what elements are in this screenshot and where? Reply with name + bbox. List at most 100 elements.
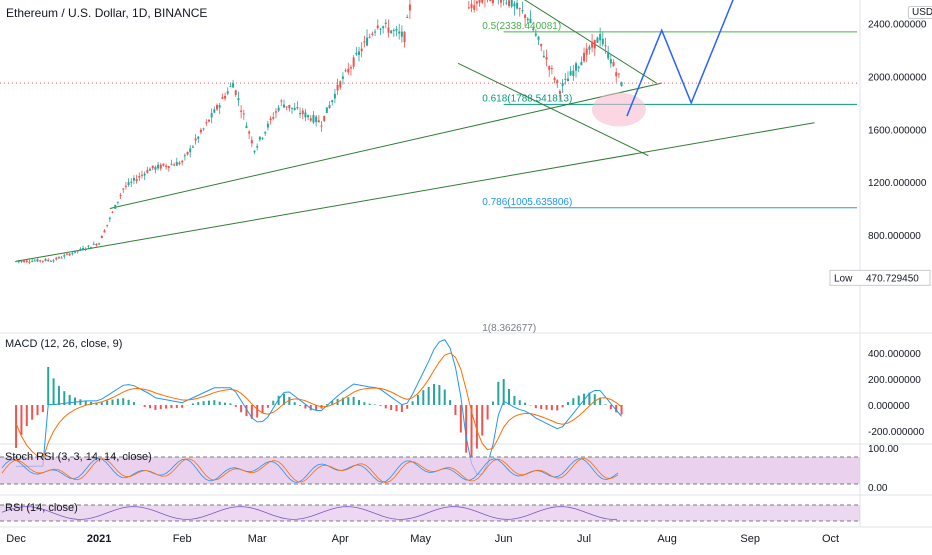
candle-body bbox=[505, 3, 507, 4]
candle-body bbox=[187, 152, 189, 155]
candle-body bbox=[128, 182, 130, 185]
candle-body bbox=[184, 155, 186, 156]
candle-body bbox=[489, 0, 491, 1]
candle-body bbox=[31, 261, 33, 262]
macd-histogram-bar bbox=[240, 405, 242, 412]
x-tick-label: Mar bbox=[248, 533, 267, 545]
macd-histogram-bar bbox=[487, 405, 489, 419]
candle-body bbox=[262, 138, 264, 139]
candle-body bbox=[34, 260, 36, 261]
candle-body bbox=[575, 63, 577, 70]
candle-body bbox=[602, 39, 604, 45]
macd-histogram-bar bbox=[460, 405, 462, 433]
candle-body bbox=[347, 69, 349, 73]
candle-body bbox=[337, 85, 339, 91]
candle-body bbox=[596, 38, 598, 43]
candle-body bbox=[363, 41, 365, 42]
candle-body bbox=[613, 62, 615, 66]
candle-body bbox=[591, 42, 593, 48]
candle-body bbox=[299, 113, 301, 114]
candle-body bbox=[18, 261, 20, 262]
x-tick-label: Aug bbox=[657, 533, 677, 545]
macd-histogram-bar bbox=[133, 402, 135, 405]
candle-body bbox=[318, 120, 320, 122]
macd-histogram-bar bbox=[149, 405, 151, 408]
candle-body bbox=[379, 29, 381, 30]
macd-histogram-bar bbox=[267, 405, 269, 408]
candle-body bbox=[280, 101, 282, 102]
macd-histogram-bar bbox=[256, 405, 258, 418]
candle-body bbox=[556, 80, 558, 82]
candle-body bbox=[374, 32, 376, 33]
macd-histogram-bar bbox=[26, 405, 28, 426]
candle-body bbox=[195, 139, 197, 141]
candle-body bbox=[160, 165, 162, 169]
candle-body bbox=[130, 182, 132, 183]
candle-body bbox=[366, 38, 368, 46]
stoch-tick-label: 100.00 bbox=[868, 444, 899, 455]
macd-histogram-bar bbox=[369, 404, 371, 405]
candle-body bbox=[162, 164, 164, 166]
macd-histogram-bar bbox=[396, 405, 398, 411]
macd-tick-label: -200.000000 bbox=[868, 427, 925, 438]
candle-body bbox=[583, 53, 585, 61]
candle-body bbox=[288, 105, 290, 108]
candle-body bbox=[355, 53, 357, 55]
candle-body bbox=[291, 108, 293, 109]
candle-body bbox=[369, 37, 371, 38]
macd-histogram-bar bbox=[20, 405, 22, 435]
macd-histogram-bar bbox=[540, 405, 542, 409]
candle-body bbox=[315, 117, 317, 122]
candle-body bbox=[492, 0, 494, 3]
candle-body bbox=[154, 167, 156, 170]
candle-body bbox=[358, 51, 360, 55]
macd-histogram-bar bbox=[610, 405, 612, 409]
macd-histogram-bar bbox=[122, 398, 124, 405]
candle-body bbox=[342, 76, 344, 78]
macd-histogram-bar bbox=[224, 403, 226, 405]
fib-level-label: 1(8.362677) bbox=[482, 323, 536, 334]
y-tick-label: 800.000000 bbox=[868, 231, 921, 242]
candle-body bbox=[114, 205, 116, 209]
macd-histogram-bar bbox=[128, 400, 130, 405]
fib-level-label: 0.5(2338.440081) bbox=[482, 21, 561, 32]
y-tick-label: 1600.000000 bbox=[868, 125, 927, 136]
candle-body bbox=[310, 118, 312, 120]
candle-body bbox=[382, 26, 384, 28]
macd-histogram-bar bbox=[42, 405, 44, 412]
candle-body bbox=[621, 82, 623, 86]
rsi-band bbox=[0, 505, 860, 521]
candle-body bbox=[567, 79, 569, 82]
wedge-upper bbox=[458, 0, 656, 83]
candle-body bbox=[610, 59, 612, 63]
forecast-path bbox=[627, 0, 748, 116]
macd-histogram-bar bbox=[219, 402, 221, 405]
macd-histogram-bar bbox=[74, 397, 76, 405]
candle-body bbox=[26, 260, 28, 261]
candle-body bbox=[286, 106, 288, 107]
macd-histogram-bar bbox=[562, 405, 564, 407]
candle-body bbox=[205, 122, 207, 123]
candle-body bbox=[473, 5, 475, 9]
candle-body bbox=[224, 96, 226, 99]
macd-histogram-bar bbox=[444, 390, 446, 405]
candle-body bbox=[548, 66, 550, 69]
candle-body bbox=[323, 116, 325, 121]
y-tick-label: 1200.000000 bbox=[868, 178, 927, 189]
candle-body bbox=[580, 62, 582, 65]
candle-body bbox=[141, 175, 143, 176]
candle-body bbox=[259, 137, 261, 140]
macd-histogram-bar bbox=[551, 405, 553, 410]
candle-body bbox=[28, 262, 30, 263]
low-value: 470.729450 bbox=[866, 273, 919, 284]
macd-histogram-bar bbox=[417, 395, 419, 405]
macd-histogram-bar bbox=[412, 401, 414, 405]
candle-body bbox=[213, 109, 215, 112]
currency-badge[interactable]: USD bbox=[908, 6, 932, 19]
candle-body bbox=[385, 23, 387, 24]
candle-body bbox=[527, 19, 529, 20]
macd-histogram-bar bbox=[347, 397, 349, 405]
candle-body bbox=[519, 8, 521, 9]
